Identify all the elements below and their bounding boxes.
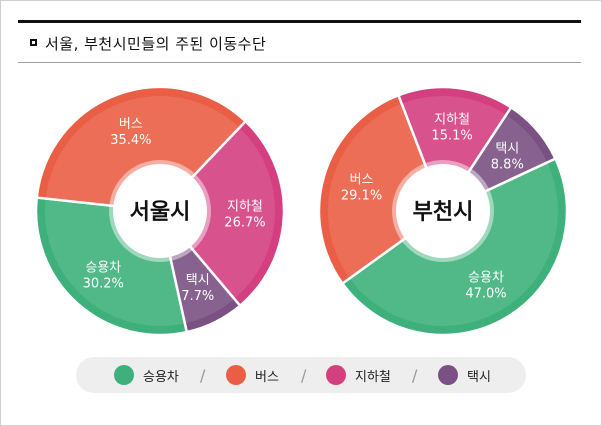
legend-label-subway: 지하철 bbox=[355, 369, 391, 385]
slice-highlight-bus bbox=[328, 104, 443, 278]
chart-title: 서울, 부천시민들의 주된 이동수단 bbox=[45, 35, 267, 53]
donut-hole bbox=[113, 164, 207, 258]
slice-value-label: 47.0% bbox=[465, 286, 506, 301]
slice-subway bbox=[158, 119, 286, 308]
legend-separator: / bbox=[200, 366, 206, 385]
slice-category-label: 지하철 bbox=[434, 112, 470, 127]
slice-highlight-subway bbox=[160, 128, 275, 299]
slice-bus bbox=[317, 93, 445, 286]
center-label: 부천시 bbox=[413, 200, 474, 225]
legend-item-subway: 지하철 bbox=[326, 357, 391, 393]
slice-category-label: 승용차 bbox=[468, 270, 504, 285]
legend-item-taxi: 택시 bbox=[438, 357, 491, 393]
slice-category-label: 승용차 bbox=[85, 260, 121, 275]
legend-swatch-bus bbox=[226, 365, 246, 385]
title-top-bar bbox=[18, 20, 581, 23]
legend-item-car: 승용차 bbox=[114, 357, 179, 393]
slice-category-label: 택시 bbox=[186, 273, 210, 288]
slice-category-label: 택시 bbox=[495, 141, 519, 156]
legend-item-bus: 버스 bbox=[226, 357, 279, 393]
legend-swatch-car bbox=[114, 365, 134, 385]
center-label: 서울시 bbox=[130, 200, 191, 225]
legend: 승용차 / 버스 / 지하철 / 택시 bbox=[76, 357, 526, 393]
legend-swatch-subway bbox=[326, 365, 346, 385]
slice-value-label: 26.7% bbox=[224, 216, 265, 231]
slice-highlight-bus bbox=[45, 96, 239, 211]
legend-separator: / bbox=[412, 366, 418, 385]
slice-subway bbox=[396, 85, 513, 214]
slice-value-label: 8.8% bbox=[491, 157, 524, 172]
slice-category-label: 지하철 bbox=[227, 200, 263, 215]
slice-value-label: 7.7% bbox=[181, 289, 214, 304]
slice-value-label: 29.1% bbox=[341, 189, 382, 204]
slice-value-label: 15.1% bbox=[431, 128, 472, 143]
slice-value-label: 35.4% bbox=[110, 133, 151, 148]
slice-category-label: 버스 bbox=[119, 117, 143, 132]
title-row: 서울, 부천시민들의 주된 이동수단 bbox=[18, 30, 581, 60]
title-divider bbox=[18, 62, 581, 63]
legend-label-bus: 버스 bbox=[255, 369, 279, 385]
legend-label-taxi: 택시 bbox=[467, 369, 491, 385]
slice-bus bbox=[35, 85, 248, 213]
legend-label-car: 승용차 bbox=[143, 369, 179, 385]
slice-category-label: 버스 bbox=[350, 173, 374, 188]
legend-swatch-taxi bbox=[438, 365, 458, 385]
legend-separator: / bbox=[301, 366, 307, 385]
slice-value-label: 30.2% bbox=[83, 276, 124, 291]
square-bullet-icon bbox=[30, 39, 37, 46]
donut-hole bbox=[396, 164, 490, 258]
slice-highlight-subway bbox=[402, 96, 506, 211]
